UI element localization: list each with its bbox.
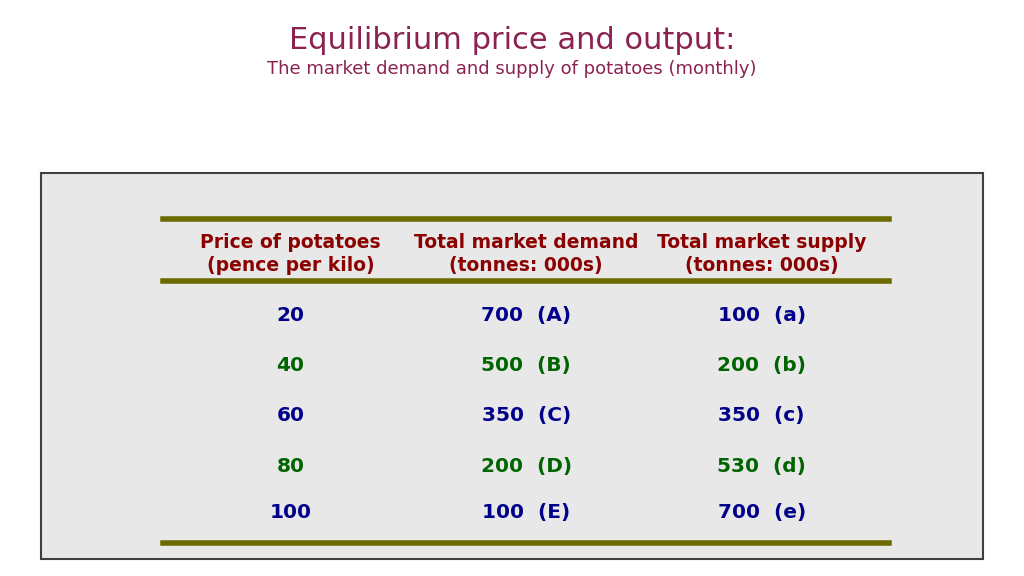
Text: 350  (C): 350 (C) (481, 407, 570, 426)
Text: 700  (A): 700 (A) (481, 306, 571, 325)
Text: Total market supply: Total market supply (657, 233, 866, 252)
Text: 20: 20 (276, 306, 304, 325)
Text: (pence per kilo): (pence per kilo) (207, 256, 375, 275)
Text: (tonnes: 000s): (tonnes: 000s) (450, 256, 603, 275)
Text: 200  (b): 200 (b) (717, 357, 806, 375)
Text: (tonnes: 000s): (tonnes: 000s) (685, 256, 839, 275)
Text: 80: 80 (276, 457, 304, 476)
Text: 530  (d): 530 (d) (717, 457, 806, 476)
FancyBboxPatch shape (41, 173, 983, 559)
Text: Equilibrium price and output:: Equilibrium price and output: (289, 26, 735, 55)
Text: The market demand and supply of potatoes (monthly): The market demand and supply of potatoes… (267, 60, 757, 78)
Text: 500  (B): 500 (B) (481, 357, 571, 375)
Text: Price of potatoes: Price of potatoes (201, 233, 381, 252)
Text: 100  (E): 100 (E) (482, 503, 570, 522)
Text: 60: 60 (276, 407, 304, 426)
Text: 100  (a): 100 (a) (718, 306, 806, 325)
Text: 40: 40 (276, 357, 304, 375)
Text: 100: 100 (269, 503, 311, 522)
Text: 350  (c): 350 (c) (719, 407, 805, 426)
Text: 700  (e): 700 (e) (718, 503, 806, 522)
Text: 200  (D): 200 (D) (480, 457, 571, 476)
Text: Total market demand: Total market demand (414, 233, 638, 252)
